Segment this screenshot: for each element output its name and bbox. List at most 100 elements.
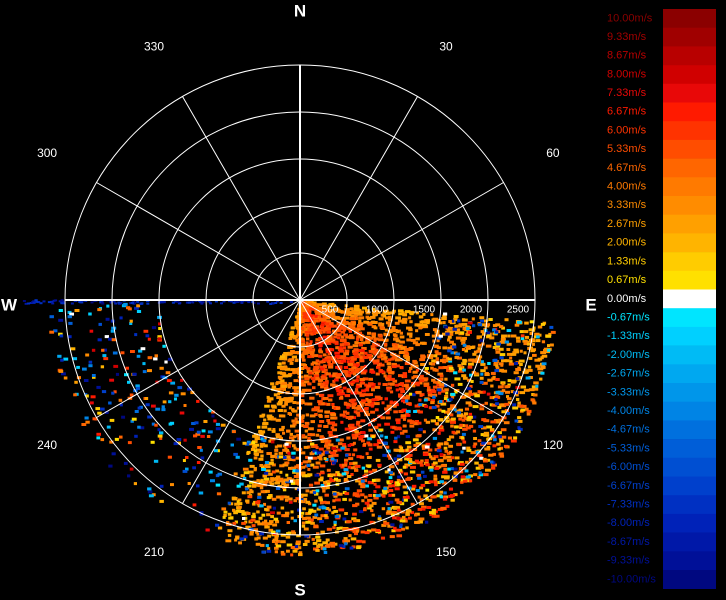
- echo-gate: [498, 435, 502, 439]
- echo-gate: [353, 355, 360, 359]
- echo-gate: [253, 528, 258, 532]
- legend-label: 6.00m/s: [607, 124, 647, 136]
- echo-gate: [360, 493, 365, 497]
- legend-swatch: [663, 420, 716, 440]
- echo-gate: [270, 515, 274, 519]
- echo-gate: [405, 358, 410, 362]
- echo-gate: [468, 362, 474, 366]
- echo-gate: [227, 529, 233, 533]
- echo-gate: [225, 539, 232, 543]
- echo-gate: [432, 436, 438, 440]
- echo-gate: [516, 339, 521, 343]
- echo-gate: [438, 334, 443, 338]
- echo-gate: [422, 325, 429, 329]
- echo-gate: [298, 553, 303, 557]
- echo-gate: [296, 420, 302, 424]
- echo-gate: [471, 359, 478, 363]
- echo-gate: [463, 417, 468, 420]
- echo-gate: [448, 359, 453, 363]
- legend-label: 4.00m/s: [607, 181, 647, 193]
- echo-gate: [362, 351, 368, 355]
- echo-gate: [261, 468, 267, 471]
- echo-gate: [317, 303, 323, 307]
- echo-gate: [386, 404, 393, 408]
- echo-gate: [410, 502, 415, 506]
- echo-gate: [266, 549, 272, 553]
- echo-gate: [518, 359, 525, 363]
- echo-gate: [537, 367, 544, 371]
- echo-gate: [414, 512, 420, 516]
- echo-gate: [471, 317, 475, 321]
- compass-south: S: [294, 580, 305, 599]
- echo-gate: [419, 393, 423, 397]
- echo-gate: [364, 469, 369, 473]
- echo-gate: [347, 322, 351, 326]
- echo-gate: [307, 346, 313, 350]
- echo-gate: [476, 336, 480, 340]
- echo-gate: [60, 299, 64, 302]
- echo-gate: [547, 348, 551, 352]
- echo-gate: [280, 379, 285, 383]
- echo-gate: [441, 481, 447, 485]
- echo-gate: [231, 430, 236, 434]
- echo-gate: [250, 448, 256, 451]
- echo-gate: [327, 430, 333, 434]
- echo-gate: [418, 410, 423, 414]
- echo-gate: [530, 338, 535, 342]
- echo-gate: [437, 336, 442, 340]
- echo-gate: [473, 473, 478, 477]
- echo-gate: [354, 388, 359, 392]
- echo-gate: [402, 515, 406, 519]
- echo-gate: [265, 469, 271, 473]
- echo-gate: [304, 534, 310, 538]
- echo-gate: [441, 409, 446, 413]
- echo-gate: [226, 521, 230, 525]
- echo-gate: [477, 323, 483, 327]
- echo-gate: [142, 370, 147, 374]
- echo-gate: [341, 322, 346, 326]
- echo-gate: [545, 334, 552, 338]
- echo-gate: [443, 495, 447, 499]
- echo-gate: [309, 371, 313, 375]
- echo-gate: [332, 445, 339, 449]
- azimuth-spoke: [96, 182, 301, 301]
- echo-gate: [405, 435, 411, 439]
- echo-gate: [342, 517, 347, 521]
- echo-gate: [312, 379, 316, 383]
- echo-gate: [310, 442, 315, 446]
- echo-gate: [477, 390, 481, 394]
- echo-gate: [342, 497, 347, 501]
- echo-gate: [295, 358, 299, 362]
- echo-gate: [279, 302, 283, 304]
- echo-gate: [424, 367, 429, 370]
- echo-gate: [356, 353, 361, 357]
- echo-gate: [199, 512, 204, 516]
- echo-gate: [344, 349, 350, 353]
- echo-gate: [475, 450, 481, 454]
- echo-gate: [290, 330, 294, 334]
- echo-gate: [437, 372, 444, 376]
- echo-gate: [452, 345, 457, 349]
- echo-gate: [385, 311, 391, 315]
- echo-gate: [315, 392, 319, 396]
- echo-gate: [319, 325, 325, 329]
- echo-gate: [466, 378, 472, 382]
- echo-gate: [290, 466, 297, 470]
- echo-gate: [299, 343, 305, 347]
- legend-swatch: [663, 401, 716, 421]
- echo-gate: [263, 502, 267, 506]
- echo-gate: [140, 347, 146, 351]
- echo-gate: [461, 348, 466, 351]
- echo-gate: [109, 378, 115, 382]
- legend-swatch: [663, 233, 716, 253]
- echo-gate: [343, 352, 350, 356]
- echo-gate: [121, 415, 126, 419]
- echo-gate: [307, 427, 314, 431]
- echo-gate: [510, 390, 514, 394]
- legend-label: -1.33m/s: [607, 330, 650, 342]
- echo-gate: [425, 497, 429, 501]
- echo-gate: [277, 444, 283, 448]
- echo-gate: [458, 417, 463, 421]
- echo-gate: [260, 430, 266, 434]
- echo-gate: [366, 441, 371, 445]
